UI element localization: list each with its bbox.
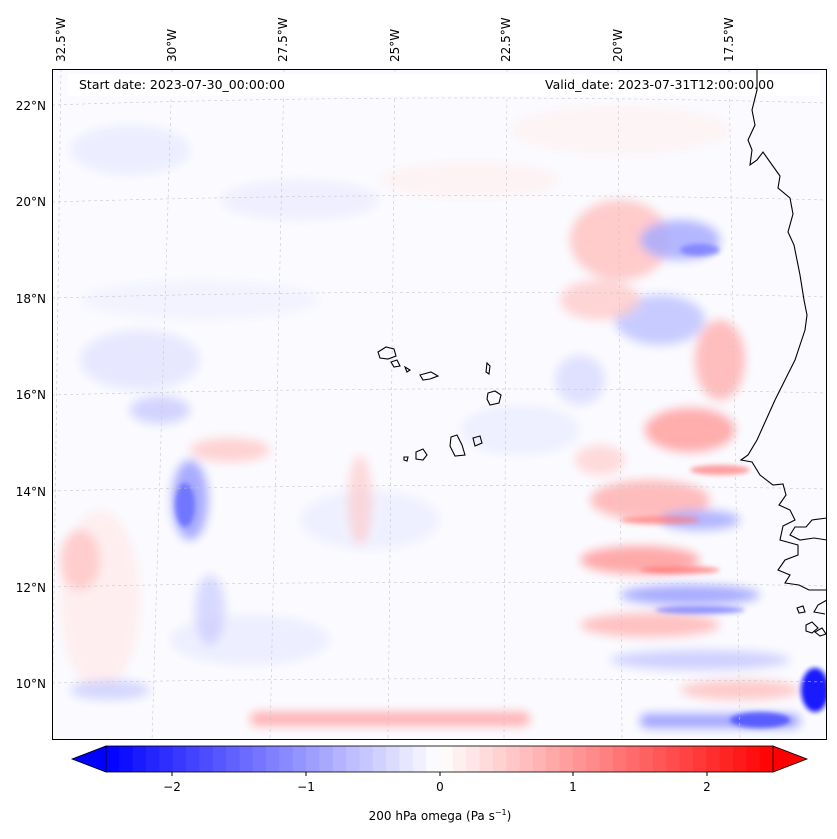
colorbar-band: [466, 746, 481, 772]
coastline: [796, 605, 806, 614]
colorbar-band: [746, 746, 761, 772]
colorbar-band: [172, 746, 187, 772]
coastline: [805, 621, 819, 634]
header-box: [68, 74, 820, 96]
colorbar-label-exponent: −1: [494, 808, 507, 817]
lat-tick-label: 18°N: [15, 292, 46, 306]
lat-tick-label: 10°N: [15, 677, 46, 691]
colorbar-band: [266, 746, 280, 772]
colorbar-band: [679, 746, 694, 772]
map-frame: [52, 69, 827, 740]
colorbar-band: [519, 746, 534, 772]
colorbar-tick-label: 1: [569, 780, 577, 794]
lat-tick-label: 22°N: [15, 99, 46, 113]
colorbar-band: [292, 746, 307, 772]
colorbar-band: [506, 746, 521, 772]
islands: [377, 346, 502, 462]
colorbar-band: [559, 746, 574, 772]
colorbar-band: [186, 746, 200, 772]
colorbar-band: [119, 746, 134, 772]
colorbar-band: [332, 746, 347, 772]
colorbar-tick-label: −2: [163, 780, 181, 794]
colorbar-band: [586, 746, 601, 772]
colorbar-band: [386, 746, 400, 772]
colorbar-tick-label: 0: [436, 780, 444, 794]
lat-tick-label: 12°N: [15, 581, 46, 595]
colorbar-band: [346, 746, 360, 772]
omega-field-sharp: [175, 244, 827, 728]
colorbar: [70, 745, 809, 776]
omega-field: [60, 105, 800, 728]
colorbar-band: [572, 746, 587, 772]
colorbar-band: [652, 746, 667, 772]
coastline: [739, 69, 827, 591]
colorbar-band: [546, 746, 561, 772]
colorbar-band: [599, 746, 614, 772]
colorbar-band: [212, 746, 227, 772]
lat-tick-label: 20°N: [15, 195, 46, 209]
colorbar-band: [626, 746, 641, 772]
colorbar-tick-label: 2: [703, 780, 711, 794]
colorbar-band: [306, 746, 320, 772]
start-date-label: Start date: 2023-07-30_00:00:00: [79, 77, 285, 92]
coastline: [813, 599, 827, 615]
colorbar-band: [359, 746, 374, 772]
colorbar-label-text: 200 hPa omega (Pa s: [368, 809, 495, 823]
colorbar-band: [719, 746, 734, 772]
colorbar-band: [452, 746, 467, 772]
colorbar-label: 200 hPa omega (Pa s−1): [369, 808, 512, 823]
valid-date-label: Valid_date: 2023-07-31T12:00:00.00: [545, 77, 775, 92]
colorbar-tick-label: −1: [297, 780, 315, 794]
colorbar-extend-right: [772, 745, 809, 773]
colorbar-band: [199, 746, 214, 772]
colorbar-band: [706, 746, 721, 772]
colorbar-band: [319, 746, 334, 772]
colorbar-band: [639, 746, 654, 772]
colorbar-band: [426, 746, 440, 772]
colorbar-band: [692, 746, 707, 772]
colorbar-band: [399, 746, 414, 772]
colorbar-band: [279, 746, 294, 772]
colorbar-band: [612, 746, 627, 772]
colorbar-band: [439, 746, 454, 772]
colorbar-label-close: ): [506, 809, 512, 823]
colorbar-band: [732, 746, 747, 772]
colorbar-band: [492, 746, 507, 772]
coastline: [789, 517, 827, 541]
colorbar-band: [372, 746, 387, 772]
colorbar-band: [239, 746, 254, 772]
colorbar-band: [106, 746, 120, 772]
colorbar-band: [159, 746, 174, 772]
gridlines: [52, 69, 827, 740]
colorbar-extend-left: [70, 745, 107, 773]
colorbar-band: [252, 746, 267, 772]
colorbar-band: [146, 746, 160, 772]
colorbar-band: [666, 746, 681, 772]
lat-tick-label: 14°N: [15, 485, 46, 499]
colorbar-band: [759, 746, 774, 772]
colorbar-band: [532, 746, 547, 772]
colorbar-band: [412, 746, 427, 772]
colorbar-band: [479, 746, 494, 772]
colorbar-band: [226, 746, 240, 772]
colorbar-band: [132, 746, 147, 772]
colorbar-bands: [106, 746, 774, 772]
lat-tick-label: 16°N: [15, 388, 46, 402]
